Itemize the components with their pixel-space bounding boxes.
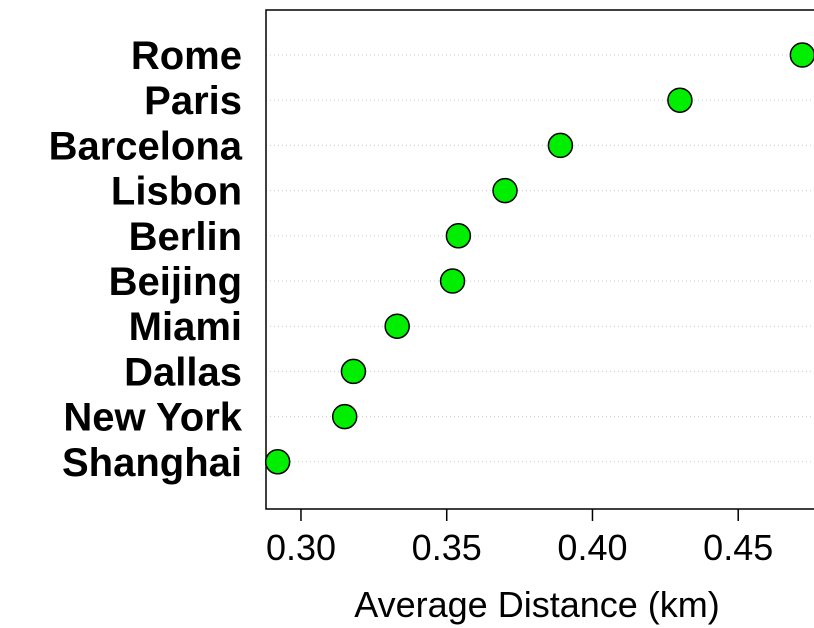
data-point-beijing	[439, 268, 466, 294]
category-label-rome: Rome	[131, 34, 242, 78]
category-labels: RomeParisBarcelonaLisbonBerlinBeijingMia…	[49, 34, 243, 485]
data-point-new-york	[331, 403, 358, 430]
data-point-dallas	[340, 358, 367, 385]
x-tick-label: 0.30	[266, 527, 336, 568]
data-point-berlin	[445, 223, 472, 249]
data-points	[264, 42, 814, 475]
data-point-lisbon	[492, 177, 518, 204]
category-label-barcelona: Barcelona	[49, 124, 243, 168]
x-axis-title: Average Distance (km)	[354, 584, 719, 625]
x-axis-ticks: 0.30 0.35 0.40 0.45	[266, 509, 773, 568]
plot-frame	[265, 9, 814, 510]
x-tick-label: 0.35	[412, 527, 482, 568]
data-point-miami	[384, 313, 410, 339]
category-label-dallas: Dallas	[124, 350, 242, 394]
category-label-shanghai: Shanghai	[62, 441, 242, 485]
category-label-beijing: Beijing	[109, 260, 242, 304]
x-tick-label: 0.40	[557, 527, 627, 568]
data-point-paris	[667, 87, 693, 113]
category-label-new-york: New York	[63, 396, 242, 440]
grid-lines	[266, 54, 814, 463]
category-label-berlin: Berlin	[129, 215, 242, 259]
data-point-rome	[789, 42, 814, 68]
data-point-shanghai	[264, 449, 291, 475]
x-tick-label: 0.45	[703, 527, 773, 568]
category-label-lisbon: Lisbon	[111, 170, 242, 214]
data-point-barcelona	[547, 132, 574, 159]
category-label-miami: Miami	[129, 305, 242, 349]
category-label-paris: Paris	[144, 79, 242, 123]
